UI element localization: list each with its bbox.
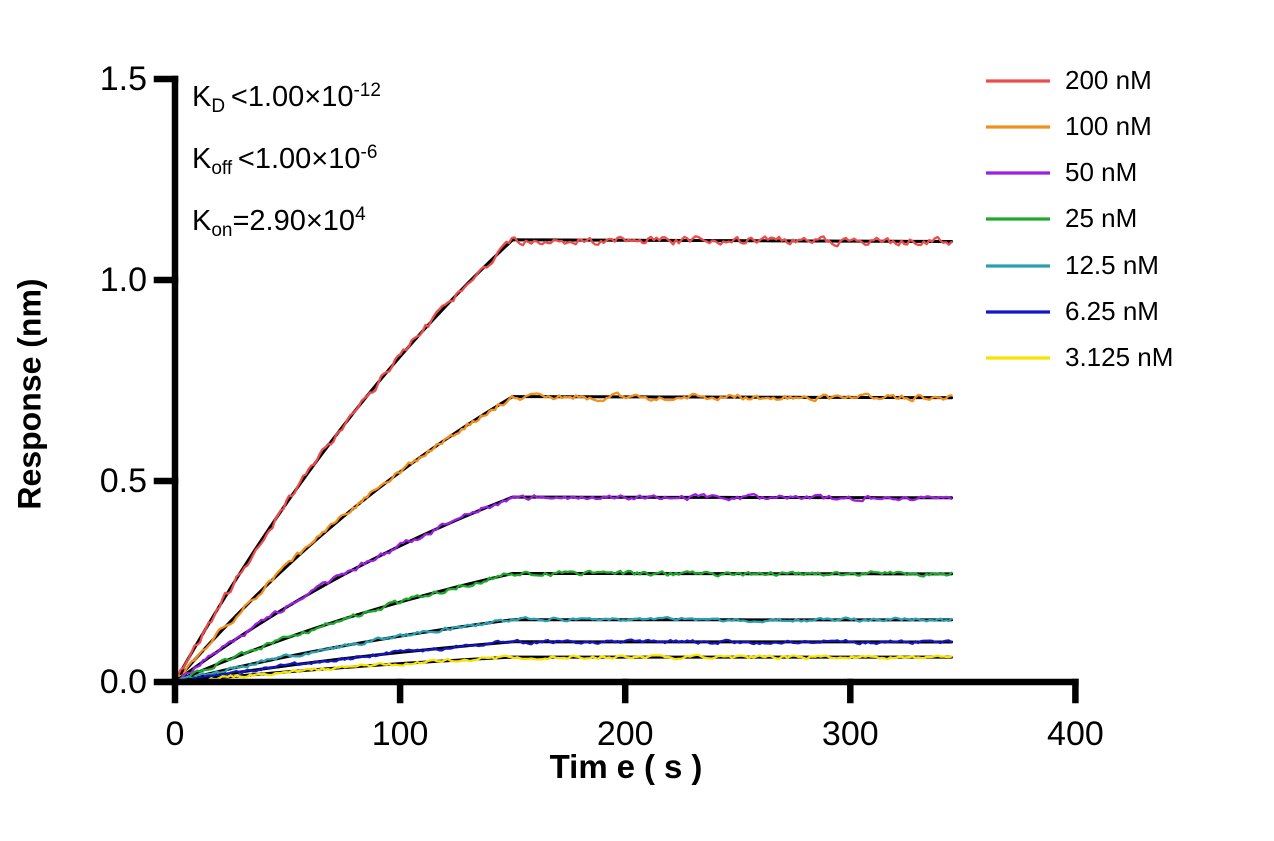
svg-text:50 nM: 50 nM (1065, 157, 1137, 187)
svg-text:1.5: 1.5 (100, 60, 147, 98)
svg-text:6.25 nM: 6.25 nM (1065, 296, 1159, 326)
svg-text:400: 400 (1047, 715, 1104, 753)
svg-text:300: 300 (822, 715, 879, 753)
svg-text:100 nM: 100 nM (1065, 111, 1152, 141)
svg-text:200 nM: 200 nM (1065, 65, 1152, 95)
svg-text:100: 100 (372, 715, 429, 753)
svg-text:25 nM: 25 nM (1065, 203, 1137, 233)
svg-text:12.5 nM: 12.5 nM (1065, 250, 1159, 280)
svg-text:0: 0 (166, 715, 185, 753)
svg-text:3.125 nM: 3.125 nM (1065, 342, 1173, 372)
svg-text:0.0: 0.0 (100, 663, 147, 701)
svg-text:1.0: 1.0 (100, 261, 147, 299)
svg-text:0.5: 0.5 (100, 462, 147, 500)
